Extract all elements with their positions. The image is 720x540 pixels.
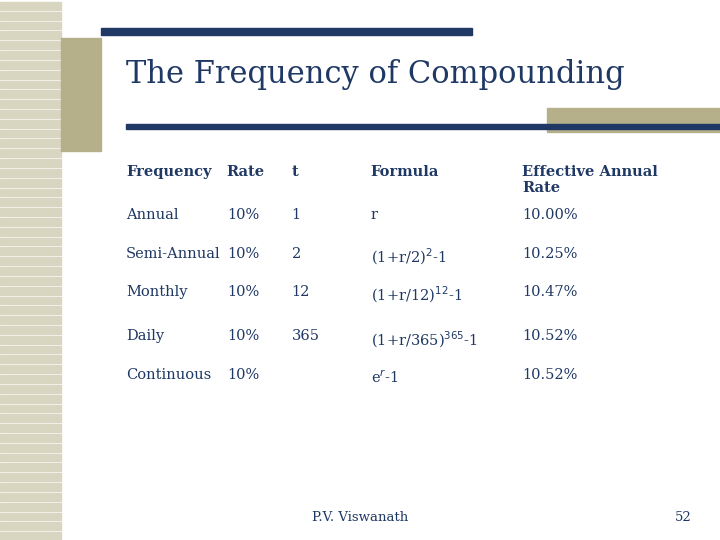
Text: Daily: Daily [126, 329, 164, 343]
Text: (1+r/12)$^{12}$-1: (1+r/12)$^{12}$-1 [371, 285, 462, 305]
Text: The Frequency of Compounding: The Frequency of Compounding [126, 59, 625, 90]
Text: 10.25%: 10.25% [522, 247, 577, 261]
Bar [0, 257, 61, 265]
Bar [0, 247, 61, 255]
Bar [0, 444, 61, 451]
Bar [0, 2, 61, 10]
Bar [0, 238, 61, 246]
Bar [0, 71, 61, 78]
Bar [0, 287, 61, 294]
Bar [0, 267, 61, 275]
Bar [0, 522, 61, 530]
Bar [0, 277, 61, 285]
Bar [0, 532, 61, 540]
Bar [0, 355, 61, 363]
Text: (1+r/365)$^{365}$-1: (1+r/365)$^{365}$-1 [371, 329, 478, 350]
Bar [0, 336, 61, 343]
Text: Annual: Annual [126, 208, 179, 222]
Bar [0, 179, 61, 186]
Bar [0, 100, 61, 108]
Bar [0, 296, 61, 305]
Bar [0, 454, 61, 462]
Text: 10%: 10% [227, 329, 259, 343]
Bar [0, 61, 61, 69]
Bar [0, 483, 61, 491]
Bar [0, 316, 61, 324]
Bar [0, 346, 61, 354]
Bar [0, 188, 61, 197]
Bar [0, 90, 61, 98]
Bar [0, 198, 61, 206]
Bar [0, 110, 61, 118]
Text: Rate: Rate [227, 165, 265, 179]
Text: 10%: 10% [227, 208, 259, 222]
Bar [0, 434, 61, 442]
Text: 10%: 10% [227, 368, 259, 382]
Text: 12: 12 [292, 285, 310, 299]
Text: 10%: 10% [227, 285, 259, 299]
Bar [0, 365, 61, 373]
Text: Frequency: Frequency [126, 165, 212, 179]
Text: 10%: 10% [227, 247, 259, 261]
Text: Semi-Annual: Semi-Annual [126, 247, 220, 261]
Text: r: r [371, 208, 378, 222]
Text: 10.00%: 10.00% [522, 208, 577, 222]
Bar [0, 149, 61, 157]
Bar [0, 208, 61, 216]
Text: 1: 1 [292, 208, 301, 222]
Bar [0, 218, 61, 226]
Bar [0, 473, 61, 481]
Text: Effective Annual
Rate: Effective Annual Rate [522, 165, 658, 195]
Bar [0, 31, 61, 39]
Bar [0, 80, 61, 89]
Bar [0, 503, 61, 510]
Bar [0, 228, 61, 235]
Bar [0, 139, 61, 147]
Bar [0, 22, 61, 30]
Bar [0, 404, 61, 413]
Text: 10.52%: 10.52% [522, 329, 577, 343]
Text: Continuous: Continuous [126, 368, 211, 382]
Bar [0, 12, 61, 19]
Bar [0, 120, 61, 127]
Text: Formula: Formula [371, 165, 439, 179]
Text: (1+r/2)$^2$-1: (1+r/2)$^2$-1 [371, 247, 446, 267]
Bar [0, 159, 61, 167]
Bar [0, 385, 61, 393]
Text: 10.52%: 10.52% [522, 368, 577, 382]
Bar [0, 395, 61, 402]
Bar [0, 424, 61, 432]
Bar [0, 463, 61, 471]
Bar [0, 512, 61, 521]
Text: P.V. Viswanath: P.V. Viswanath [312, 511, 408, 524]
Bar [0, 169, 61, 177]
Text: 2: 2 [292, 247, 301, 261]
Text: e$^r$-1: e$^r$-1 [371, 368, 398, 386]
Text: 365: 365 [292, 329, 320, 343]
Text: 10.47%: 10.47% [522, 285, 577, 299]
Bar [0, 130, 61, 138]
Text: Monthly: Monthly [126, 285, 187, 299]
Bar [0, 41, 61, 49]
Bar [0, 306, 61, 314]
Bar [0, 375, 61, 383]
Text: 52: 52 [675, 511, 691, 524]
Bar [0, 493, 61, 501]
Bar [0, 51, 61, 59]
Text: t: t [292, 165, 298, 179]
Bar [0, 326, 61, 334]
Bar [0, 414, 61, 422]
